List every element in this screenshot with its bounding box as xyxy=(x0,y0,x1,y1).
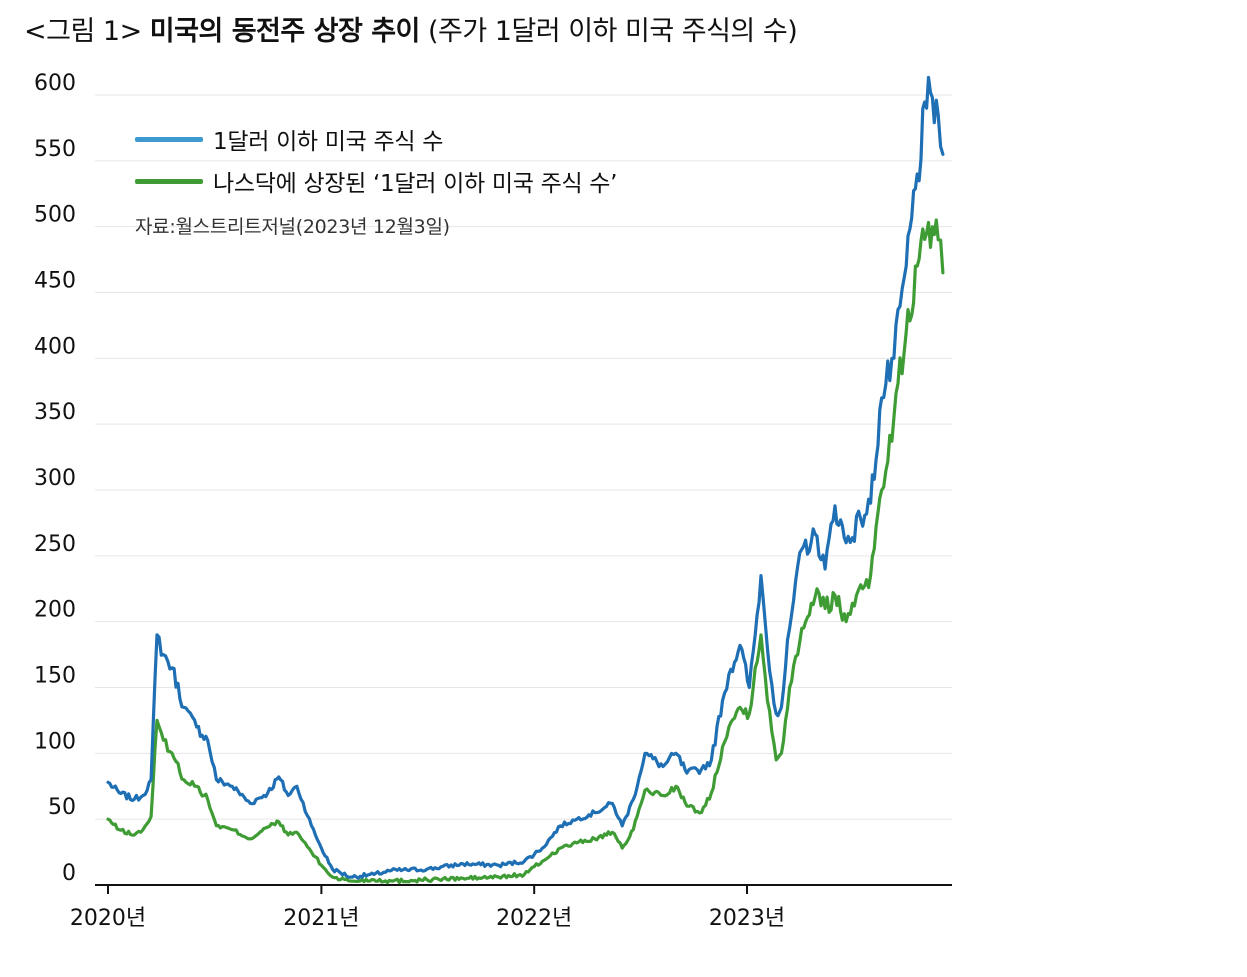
y-tick-label-150: 150 xyxy=(34,664,76,689)
grid-lines xyxy=(95,94,952,820)
x-tick-label-1: 2021년 xyxy=(283,906,359,931)
legend-swatch-all xyxy=(135,136,203,142)
y-tick-label-400: 400 xyxy=(34,334,76,359)
source-note: 자료:월스트리트저널(2023년 12월3일) xyxy=(135,216,450,238)
series-group xyxy=(106,75,945,885)
x-tick-label-3: 2023년 xyxy=(709,906,785,931)
y-tick-label-300: 300 xyxy=(34,466,76,491)
x-tick-label-2: 2022년 xyxy=(496,906,572,931)
chart-subtitle: (주가 1달러 이하 미국 주식의 수) xyxy=(427,16,798,47)
y-tick-label-100: 100 xyxy=(34,729,76,754)
chart-title: <그림 1> 미국의 동전주 상장 추이 (주가 1달러 이하 미국 주식의 수… xyxy=(24,14,798,50)
legend-item-nasdaq: 나스닥에 상장된 ‘1달러 이하 미국 주식 수’ xyxy=(135,160,617,202)
legend-item-all: 1달러 이하 미국 주식 수 xyxy=(135,118,617,160)
legend: 1달러 이하 미국 주식 수 나스닥에 상장된 ‘1달러 이하 미국 주식 수’ xyxy=(135,118,617,202)
legend-label-nasdaq: 나스닥에 상장된 ‘1달러 이하 미국 주식 수’ xyxy=(213,171,618,197)
y-tick-label-50: 50 xyxy=(48,795,76,820)
y-axis: 0 50 100 150 200 250 300 350 400 450 500 550 600 xyxy=(34,71,76,886)
series-line-nasdaq xyxy=(106,218,945,885)
y-tick-label-500: 500 xyxy=(34,203,76,228)
series-line-all xyxy=(106,75,945,880)
y-tick-label-350: 350 xyxy=(34,400,76,425)
x-tick-label-0: 2020년 xyxy=(70,906,146,931)
y-tick-label-550: 550 xyxy=(34,137,76,162)
legend-swatch-nasdaq xyxy=(135,178,203,184)
y-tick-label-200: 200 xyxy=(34,598,76,623)
figure-number: <그림 1> xyxy=(24,16,142,47)
legend-label-all: 1달러 이하 미국 주식 수 xyxy=(213,129,444,155)
y-tick-label-0: 0 xyxy=(62,861,76,886)
y-tick-label-250: 250 xyxy=(34,532,76,557)
y-tick-label-450: 450 xyxy=(34,269,76,294)
chart-main-title: 미국의 동전주 상장 추이 xyxy=(149,16,421,47)
y-tick-label-600: 600 xyxy=(34,71,76,96)
x-axis: 2020년 2021년 2022년 2023년 xyxy=(70,884,952,931)
